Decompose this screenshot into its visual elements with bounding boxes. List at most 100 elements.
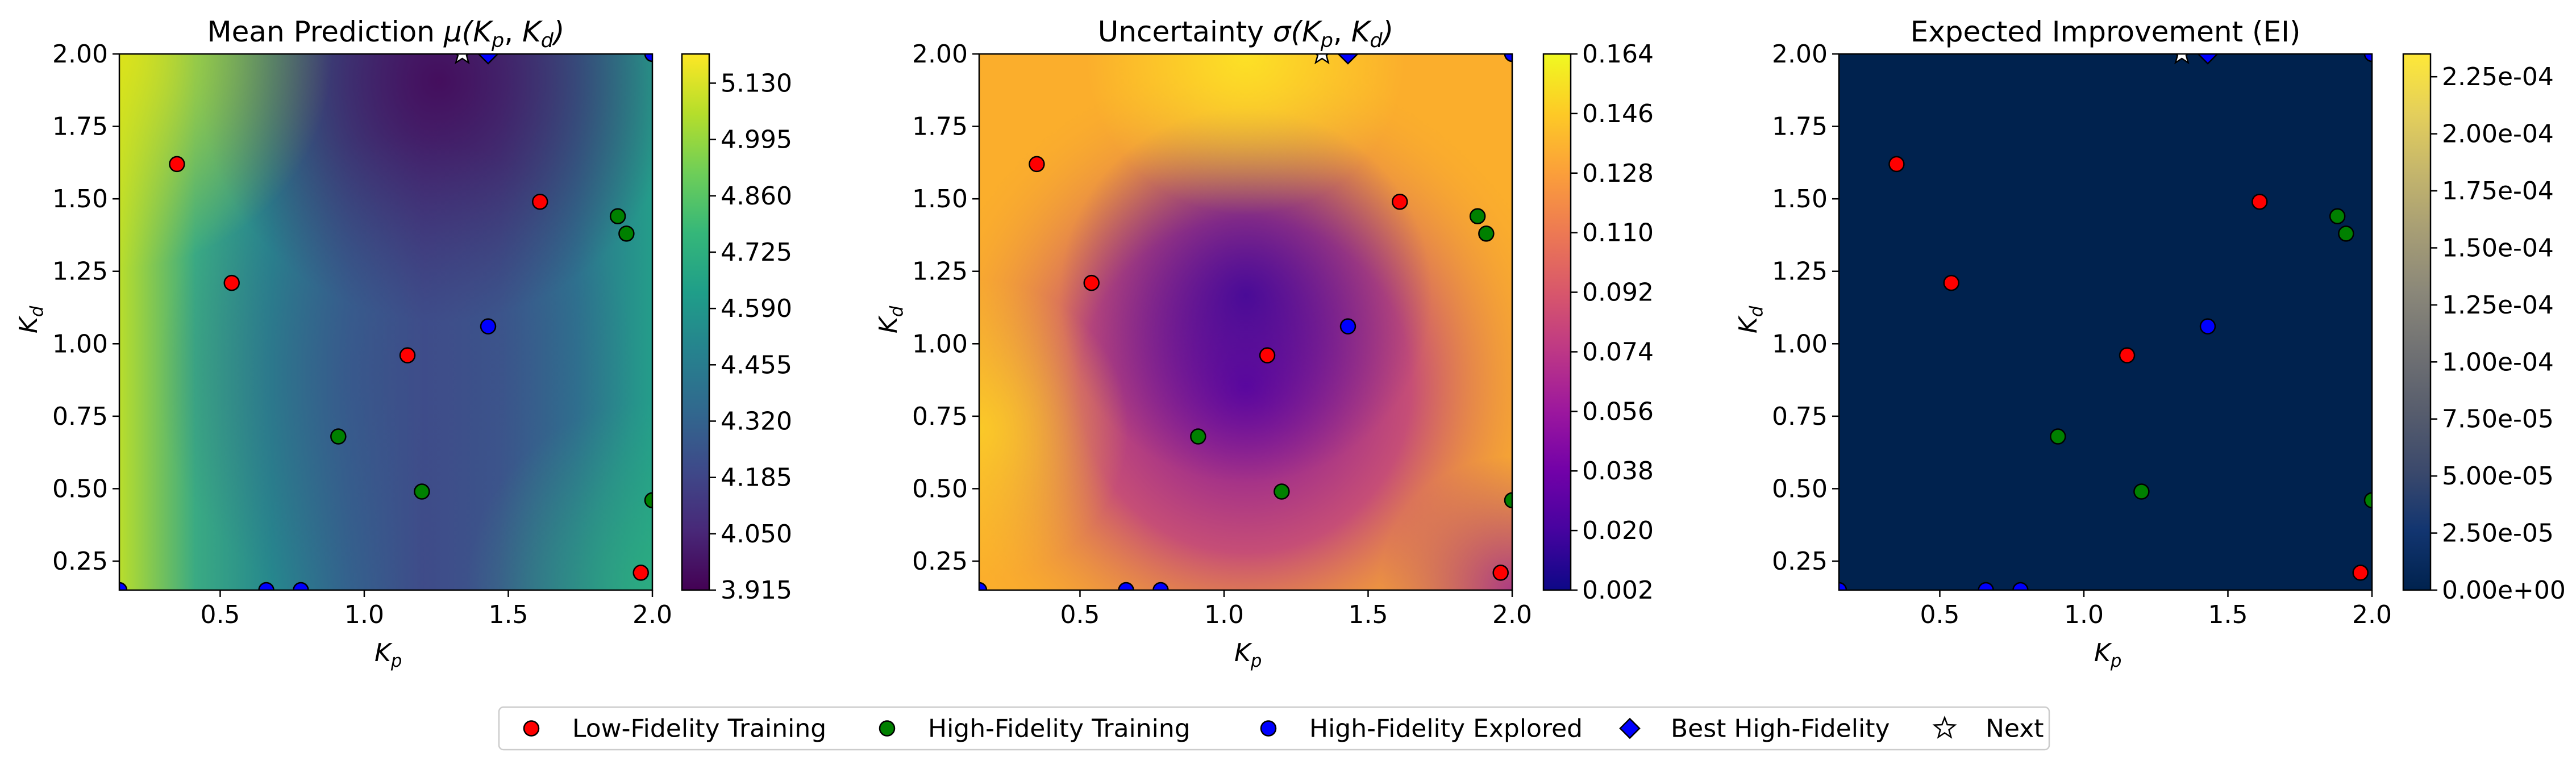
y-tick-label: 1.75 [1772,112,1828,141]
colorbar-tick-label: 4.050 [721,520,792,549]
y-tick-label: 0.50 [1772,474,1828,503]
colorbar-tick-label: 4.995 [721,126,792,154]
low-fidelity-point [632,565,649,581]
colorbar-tick-label: 0.146 [1582,99,1654,128]
high-fidelity-point [2329,208,2346,225]
y-tick-label: 0.25 [1772,547,1828,576]
y-tick-label: 1.00 [52,329,108,358]
explored-point [480,318,497,335]
legend-item: High-Fidelity Explored [1260,714,1583,743]
low-fidelity-point [1259,347,1276,363]
x-axis-label: Kp [1234,638,1262,671]
plot-frame [118,53,654,591]
x-tick-label: 1.0 [2064,600,2104,629]
legend-marker [1932,715,1957,739]
colorbar-tick-label: 5.130 [721,69,792,98]
chart-panel-1: 0.5 1.0 1.5 2.0 0.25 0.50 0.75 1.00 1.25 1.50 1.75… [14,15,792,671]
heatmap-field [1839,54,2372,590]
explored-point [2012,582,2029,590]
colorbar-tick-label: 4.455 [721,350,792,379]
colorbar-tick-label: 2.50e-05 [2442,519,2554,548]
colorbar-tick-label: 0.00e+00 [2442,576,2566,605]
colorbar-tick-label: 1.50e-04 [2442,233,2554,262]
explored-point [1339,318,1356,335]
explored-point [1978,582,1994,590]
y-tick-label: 1.50 [912,185,968,214]
colorbar-tick-label: 5.00e-05 [2442,462,2554,491]
legend-label: High-Fidelity Explored [1309,714,1583,743]
colorbar-tick-label: 3.915 [721,576,792,605]
colorbar-tick-label: 1.00e-04 [2442,348,2554,377]
colorbar-tick-label: 4.725 [721,238,792,267]
high-fidelity-point [414,483,430,500]
x-tick-label: 0.5 [1920,600,1959,629]
legend-marker [523,720,540,737]
best-point [1337,54,1359,65]
legend-label: Best High-Fidelity [1671,714,1890,743]
svg-text:Kd: Kd [874,306,907,333]
x-axis-label: Kp [2094,638,2121,671]
explored-point [1152,582,1169,590]
y-tick-label: 0.25 [52,547,108,576]
y-tick-label: 2.00 [52,40,108,69]
next-point [1314,54,1330,65]
x-tick-label: 1.0 [344,600,384,629]
y-tick-label: 0.50 [912,474,968,503]
y-tick-label: 0.75 [912,402,968,431]
high-fidelity-point [609,208,626,225]
y-tick-label: 1.75 [52,112,108,141]
high-fidelity-point [1504,492,1512,509]
x-tick-label: 1.5 [488,600,528,629]
best-point [477,54,499,65]
colorbar-tick-label: 4.320 [721,407,792,436]
explored-point [644,54,652,62]
low-fidelity-point [399,347,416,363]
legend-label: Next [1986,714,2044,743]
high-fidelity-point [330,428,347,445]
plot-frame [978,53,1513,591]
high-fidelity-point [2133,483,2150,500]
low-fidelity-point [1083,274,1100,291]
y-tick-label: 1.50 [1772,185,1828,214]
colorbar-tick-label: 1.75e-04 [2442,177,2554,206]
chart-title: Mean Prediction μ(Kp, Kd) [207,15,564,52]
high-fidelity-point [1274,483,1290,500]
x-axis-label: Kp [374,638,402,671]
next-point [455,54,470,65]
legend-item: Low-Fidelity Training [523,714,826,743]
y-tick-label: 1.00 [912,329,968,358]
y-axis-label: Kd [14,306,47,333]
colorbar-tick-label: 0.110 [1582,219,1654,248]
high-fidelity-point [2050,428,2066,445]
plot-frame [1838,53,2373,591]
colorbar-tick-label: 0.038 [1582,457,1654,486]
high-fidelity-point [618,225,635,242]
y-tick-label: 0.25 [912,547,968,576]
legend-label: Low-Fidelity Training [572,714,826,743]
explored-point [979,582,988,590]
colorbar-tick-label: 4.590 [721,294,792,323]
colorbar-tick-label: 0.002 [1582,576,1654,605]
colorbar-tick-label: 2.25e-04 [2442,62,2554,91]
high-fidelity-point [1469,208,1486,225]
explored-point [258,582,274,590]
svg-text:Kd: Kd [14,306,47,333]
explored-point [1118,582,1134,590]
y-tick-label: 1.25 [52,257,108,286]
colorbar: 3.915 4.050 4.185 4.320 4.455 4.590 4.725 4.860… [681,53,792,605]
legend-marker [1619,717,1641,739]
low-fidelity-point [2252,193,2268,210]
colorbar-tick-label: 4.185 [721,463,792,492]
chart-title: Expected Improvement (EI) [1911,15,2301,48]
chart-panel-3: 0.5 1.0 1.5 2.0 0.25 0.50 0.75 1.00 1.25 1.50 1.75… [1734,15,2566,671]
explored-point [1504,54,1512,62]
colorbar-tick-label: 0.056 [1582,397,1654,426]
high-fidelity-point [1478,225,1495,242]
x-tick-label: 1.5 [1348,600,1388,629]
x-tick-label: 2.0 [2352,600,2392,629]
x-tick-label: 2.0 [632,600,672,629]
explored-point [119,582,128,590]
y-tick-label: 1.50 [52,185,108,214]
